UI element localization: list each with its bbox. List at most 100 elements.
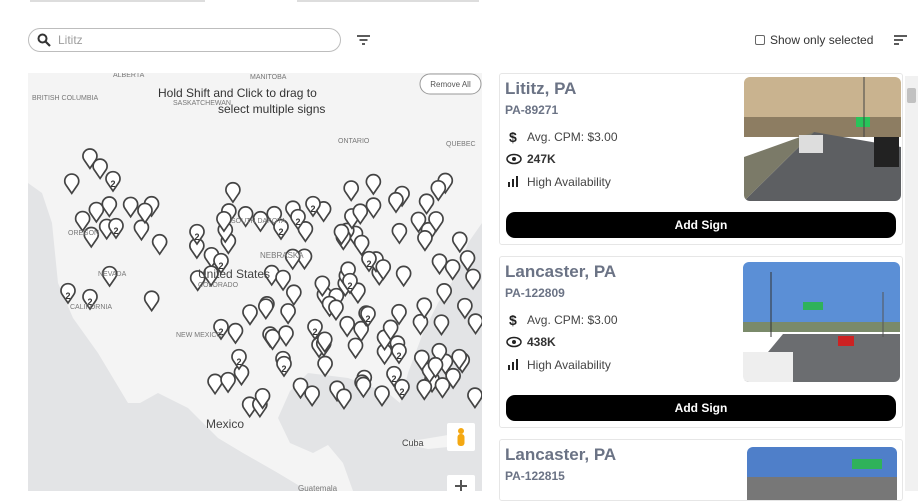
map-pin bbox=[304, 385, 320, 408]
checkbox[interactable] bbox=[755, 35, 765, 45]
map-pin bbox=[353, 320, 369, 343]
map-label: SOUTH DAKOTA bbox=[231, 218, 286, 225]
dollar-icon: $ bbox=[509, 129, 517, 145]
svg-text:$: $ bbox=[509, 312, 517, 328]
tab-edge bbox=[297, 0, 479, 2]
listing-cpm: Avg. CPM: $3.00 bbox=[527, 130, 618, 144]
map-pin bbox=[276, 355, 292, 378]
map-pin bbox=[273, 218, 289, 241]
map-pin bbox=[347, 337, 364, 360]
map-pin bbox=[352, 203, 369, 226]
map-pin bbox=[465, 268, 481, 291]
map-pin bbox=[467, 387, 482, 409]
add-sign-button[interactable]: Add Sign bbox=[506, 395, 896, 421]
map-pin bbox=[317, 355, 333, 378]
map-pin bbox=[391, 303, 407, 326]
map-pin bbox=[355, 376, 372, 399]
sort-icon[interactable] bbox=[893, 34, 908, 46]
map-pin bbox=[143, 290, 160, 313]
cluster-count: 2 bbox=[194, 232, 199, 242]
listing-card[interactable]: Lancaster, PA PA-122815 bbox=[499, 439, 903, 501]
map-pin bbox=[365, 173, 382, 196]
map-pin bbox=[375, 259, 392, 281]
map-pin bbox=[213, 318, 229, 341]
map-label: Cuba bbox=[402, 438, 424, 448]
cluster-count: 2 bbox=[310, 204, 315, 214]
cluster-count: 2 bbox=[295, 217, 300, 227]
map-pin bbox=[225, 181, 241, 204]
map-pin bbox=[416, 297, 433, 320]
map-label: ALBERTA bbox=[113, 73, 145, 79]
map-pin bbox=[467, 313, 482, 335]
map-label: MANITOBA bbox=[250, 74, 287, 81]
map-pin bbox=[307, 318, 323, 341]
map-pin bbox=[189, 270, 206, 292]
map-pin bbox=[328, 299, 344, 322]
eye-icon bbox=[506, 153, 522, 165]
map-pin bbox=[336, 388, 352, 411]
map-label: QUEBEC bbox=[446, 141, 476, 148]
listing-availability: High Availability bbox=[527, 358, 611, 372]
listing-photo bbox=[743, 262, 900, 382]
listing-card[interactable]: Lancaster, PA PA-122809 $ Avg. CPM: $3.0… bbox=[499, 256, 903, 428]
map-pin bbox=[82, 288, 98, 311]
listing-impressions: 438K bbox=[527, 335, 556, 349]
availability-icon bbox=[508, 359, 518, 370]
map[interactable]: 22222222222222222222 Remove All ALBERTA M… bbox=[28, 73, 482, 491]
map-pin bbox=[88, 201, 105, 224]
cluster-count: 2 bbox=[113, 226, 118, 236]
map-pin bbox=[386, 365, 402, 388]
scrollbar-track[interactable] bbox=[905, 76, 918, 491]
map-label: NEW MEXICO bbox=[176, 332, 222, 339]
map-pin bbox=[434, 377, 451, 399]
map-pin bbox=[60, 282, 76, 305]
cluster-count: 2 bbox=[347, 281, 352, 291]
search-box[interactable]: Lititz bbox=[28, 28, 341, 52]
cluster-count: 2 bbox=[278, 227, 283, 237]
map-label: NEBRASKA bbox=[260, 251, 304, 260]
pegman bbox=[458, 428, 464, 434]
listing-availability: High Availability bbox=[527, 175, 611, 189]
map-label: Guatemala bbox=[298, 484, 338, 491]
map-pin bbox=[74, 210, 91, 233]
map-pin bbox=[433, 314, 450, 336]
scrollbar-thumb[interactable] bbox=[907, 88, 916, 103]
map-pin bbox=[412, 313, 429, 336]
map-pin bbox=[257, 298, 274, 321]
map-pin bbox=[445, 367, 461, 390]
map-pin bbox=[231, 348, 247, 371]
listing-card[interactable]: Lititz, PA PA-89271 $ Avg. CPM: $3.00 24… bbox=[499, 73, 903, 245]
add-sign-button[interactable]: Add Sign bbox=[506, 212, 896, 238]
map-pin bbox=[342, 272, 358, 295]
map-label: NEVADA bbox=[98, 271, 127, 278]
map-label: COLORADO bbox=[198, 282, 239, 289]
listing-impressions: 247K bbox=[527, 152, 556, 166]
map-pin bbox=[444, 259, 461, 281]
remove-all-button[interactable] bbox=[419, 73, 482, 95]
cluster-count: 2 bbox=[87, 297, 92, 307]
map-pin bbox=[316, 331, 333, 354]
map-pin bbox=[280, 303, 296, 325]
map-pin bbox=[63, 173, 80, 195]
map-pin bbox=[284, 248, 301, 271]
map-pin bbox=[431, 342, 448, 365]
map-pin bbox=[394, 378, 410, 401]
map-pin bbox=[101, 265, 118, 288]
checkbox-label: Show only selected bbox=[770, 33, 874, 47]
map-pin bbox=[417, 230, 433, 252]
map-label: CALIFORNIA bbox=[70, 304, 112, 311]
map-pin bbox=[340, 261, 356, 284]
map-pin bbox=[459, 250, 476, 272]
map-pin bbox=[391, 342, 407, 365]
map-pin bbox=[213, 252, 229, 275]
map-pin bbox=[105, 170, 121, 193]
map-pin bbox=[151, 233, 168, 256]
filter-icon[interactable] bbox=[356, 34, 371, 46]
map-pin bbox=[220, 371, 236, 394]
map-label: OREGON bbox=[68, 230, 99, 237]
pins: 22222222222222222222 bbox=[60, 148, 482, 419]
map-label: BRITISH COLUMBIA bbox=[32, 95, 98, 102]
map-pin bbox=[242, 304, 258, 326]
cluster-count: 2 bbox=[218, 327, 223, 337]
